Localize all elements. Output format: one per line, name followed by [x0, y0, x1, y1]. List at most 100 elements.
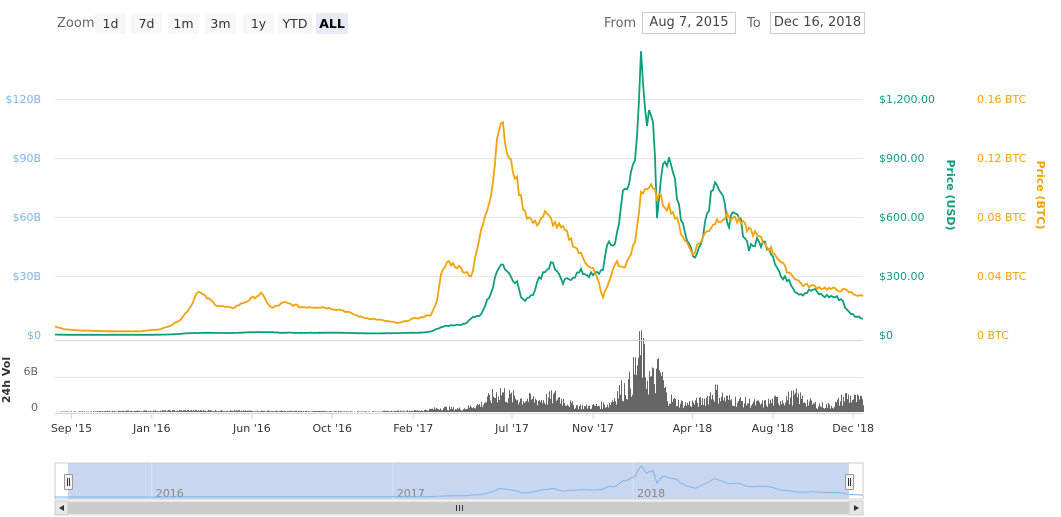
volume-bar — [107, 410, 108, 412]
volume-bar — [637, 365, 638, 412]
volume-bar — [736, 406, 737, 412]
volume-bar — [517, 399, 518, 412]
market-cap-tick-label: $120B — [5, 93, 41, 106]
volume-bar — [544, 402, 545, 412]
volume-bar — [793, 390, 794, 412]
volume-bar — [537, 405, 538, 412]
volume-bar — [851, 402, 852, 412]
volume-bar — [430, 408, 431, 412]
market-cap-tick-label: $60B — [12, 211, 41, 224]
volume-bar — [605, 407, 606, 412]
volume-bar — [833, 408, 834, 412]
navigator[interactable]: 2016 2017 2018 — [54, 462, 864, 500]
volume-bar — [589, 405, 590, 412]
zoom-3m-button[interactable]: 3m — [205, 13, 236, 34]
volume-bar — [435, 409, 436, 412]
volume-bar — [629, 371, 630, 412]
volume-bar — [799, 404, 800, 412]
volume-bar — [791, 390, 792, 412]
volume-bar — [429, 408, 430, 412]
to-date-input[interactable]: Dec 16, 2018 — [770, 12, 865, 34]
volume-bar — [700, 397, 701, 412]
volume-bar — [507, 402, 508, 412]
volume-bar — [407, 410, 408, 412]
volume-bar — [570, 400, 571, 412]
volume-bar — [575, 408, 576, 412]
navigator-year-label: 2017 — [397, 487, 425, 500]
volume-bar — [642, 377, 643, 412]
scroll-right-button[interactable] — [848, 500, 864, 516]
volume-bar — [805, 403, 806, 412]
volume-bar — [102, 411, 103, 412]
volume-bar — [522, 404, 523, 412]
volume-bar — [598, 405, 599, 412]
volume-bar — [691, 407, 692, 412]
volume-bar — [118, 410, 119, 412]
volume-bar — [119, 410, 120, 412]
navigator-right-handle[interactable] — [845, 474, 854, 490]
volume-bar — [721, 396, 722, 412]
volume-bar — [190, 410, 191, 412]
volume-bar — [108, 411, 109, 412]
volume-bar — [731, 399, 732, 412]
zoom-7d-button[interactable]: 7d — [131, 13, 162, 34]
volume-bar — [667, 401, 668, 412]
volume-bar — [730, 400, 731, 412]
zoom-1y-button[interactable]: 1y — [243, 13, 274, 34]
volume-bar — [187, 410, 188, 412]
volume-bar — [852, 400, 853, 412]
volume-bar — [836, 402, 837, 412]
zoom-ytd-button[interactable]: YTD — [278, 13, 312, 34]
volume-bar — [548, 397, 549, 412]
volume-bar — [95, 411, 96, 412]
volume-bar — [237, 410, 238, 412]
volume-bar — [464, 408, 465, 412]
volume-bar — [676, 406, 677, 412]
volume-bar — [230, 410, 231, 412]
date-axis: Sep '15 Jan '16 Jun '16 Oct '16 Feb '17 Jul '… — [51, 413, 874, 435]
volume-bar — [341, 411, 342, 412]
volume-bar — [303, 410, 304, 412]
from-date-input[interactable]: Aug 7, 2015 — [642, 12, 736, 34]
volume-bar — [740, 397, 741, 412]
zoom-1d-button[interactable]: 1d — [95, 13, 126, 34]
volume-bar — [210, 410, 211, 412]
volume-bar — [814, 403, 815, 412]
navigator-left-handle[interactable] — [64, 474, 73, 490]
volume-bar — [302, 411, 303, 412]
volume-bar — [662, 372, 663, 412]
volume-bar — [277, 411, 278, 412]
volume-bar — [668, 405, 669, 412]
volume-bar — [815, 401, 816, 412]
volume-bar — [413, 411, 414, 412]
volume-bar — [562, 405, 563, 412]
volume-bar — [444, 406, 445, 412]
volume-bar — [572, 401, 573, 412]
volume-bar — [451, 406, 452, 412]
volume-bar — [652, 367, 653, 412]
zoom-1m-button[interactable]: 1m — [168, 13, 199, 34]
volume-bar — [727, 395, 728, 412]
volume-bar — [690, 405, 691, 412]
volume-bar — [625, 395, 626, 412]
volume-bar — [366, 411, 367, 412]
volume-bar — [719, 397, 720, 412]
volume-bar — [644, 344, 645, 412]
scroll-left-button[interactable] — [54, 500, 69, 516]
x-tick-label: Jun '16 — [232, 422, 271, 435]
zoom-all-button[interactable]: ALL — [316, 13, 348, 34]
volume-bar — [744, 403, 745, 412]
scrollbar-thumb[interactable] — [68, 502, 849, 514]
market-cap-tick-label: $0 — [27, 329, 41, 342]
volume-bar — [261, 410, 262, 412]
volume-bar — [620, 394, 621, 412]
volume-bar — [776, 396, 777, 412]
volume-bar — [272, 411, 273, 412]
scrollbar[interactable] — [54, 500, 864, 516]
volume-bar — [839, 405, 840, 412]
volume-bar — [687, 402, 688, 412]
volume-bar — [176, 411, 177, 412]
price-usd-axis: $0 $300.00 $600.00 $900.00 $1,200.00 — [879, 93, 935, 342]
volume-tick-label: 0 — [31, 401, 38, 414]
volume-bar — [289, 410, 290, 412]
